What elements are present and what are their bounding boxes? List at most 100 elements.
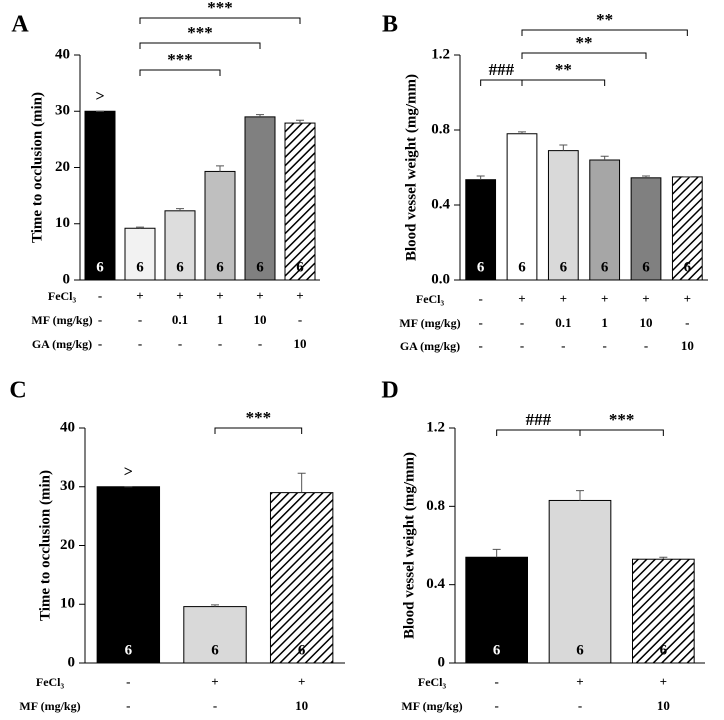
row-label: MF (mg/kg) <box>31 313 92 327</box>
row-value: - <box>685 315 689 330</box>
row-value: - <box>98 336 102 351</box>
y-tick-label: 30 <box>55 103 70 119</box>
row-value: + <box>216 288 223 303</box>
row-value: + <box>560 291 567 306</box>
significance-bracket <box>521 29 688 36</box>
n-label: 6 <box>560 259 568 275</box>
error-bar <box>176 208 184 211</box>
row-value: - <box>578 698 582 713</box>
bar <box>589 159 621 281</box>
y-tick-label: 0.4 <box>426 576 445 592</box>
error-bar <box>492 548 501 558</box>
bar <box>183 606 247 664</box>
row-label: MF (mg/kg) <box>401 699 462 713</box>
row-value: + <box>256 288 263 303</box>
bar <box>284 122 316 281</box>
row-label: MF (mg/kg) <box>19 699 80 713</box>
error-bar <box>297 472 306 493</box>
error-bar <box>600 155 609 160</box>
bar <box>244 116 276 281</box>
row-value: - <box>520 338 524 353</box>
error-bar <box>559 144 568 151</box>
significance-bracket <box>579 429 664 436</box>
error-bar <box>296 119 304 124</box>
significance-bracket <box>521 79 606 86</box>
row-value: - <box>138 336 142 351</box>
panel-letter: D <box>381 378 398 404</box>
panel-letter: B <box>382 12 398 38</box>
n-label: 6 <box>601 259 609 275</box>
bar <box>506 133 538 281</box>
bar <box>465 179 497 281</box>
row-value: + <box>660 674 667 689</box>
row-label: MF (mg/kg) <box>399 316 460 330</box>
row-value: 10 <box>640 315 653 330</box>
bar <box>96 486 161 664</box>
n-label: 6 <box>125 642 133 658</box>
bar <box>84 110 116 281</box>
panel-letter: A <box>11 12 29 38</box>
row-label: FeCl₃ <box>416 292 445 306</box>
significance-label: *** <box>246 408 272 427</box>
y-tick-label: 20 <box>55 159 70 175</box>
y-tick-label: 1.2 <box>426 419 445 435</box>
annotation: > <box>95 88 104 105</box>
row-value: + <box>298 674 305 689</box>
significance-label: *** <box>167 50 193 69</box>
row-value: - <box>561 338 565 353</box>
row-value: + <box>136 288 143 303</box>
significance-label: ### <box>526 410 552 429</box>
error-bar <box>476 175 485 180</box>
y-tick-label: 0.8 <box>431 121 450 137</box>
n-label: 6 <box>256 259 264 275</box>
row-value: - <box>494 674 498 689</box>
bar <box>632 558 695 664</box>
significance-bracket <box>214 427 303 434</box>
row-value: + <box>601 291 608 306</box>
row-label: GA (mg/kg) <box>400 339 460 353</box>
row-value: + <box>684 291 691 306</box>
row-value: 10 <box>295 698 308 713</box>
bar <box>204 170 236 281</box>
significance-label: *** <box>609 410 635 429</box>
y-tick-label: 30 <box>60 478 75 494</box>
error-bar <box>518 131 526 134</box>
row-value: 10 <box>681 338 694 353</box>
significance-label: ** <box>596 10 613 29</box>
y-axis-label: Blood vessel weight (mg/mm) <box>401 452 417 639</box>
significance-label: ### <box>489 60 515 79</box>
n-label: 6 <box>96 259 104 275</box>
significance-bracket <box>139 69 221 76</box>
n-label: 6 <box>660 642 668 658</box>
row-value: - <box>98 288 102 303</box>
n-label: 6 <box>493 642 501 658</box>
bar <box>548 499 612 664</box>
y-axis-label: Time to occlusion (min) <box>29 92 45 243</box>
bar <box>269 492 334 664</box>
n-label: 6 <box>176 259 184 275</box>
y-tick-label: 0.4 <box>431 196 450 212</box>
n-label: 6 <box>136 259 144 275</box>
error-bar <box>216 165 224 172</box>
error-bar <box>211 604 219 607</box>
significance-label: ** <box>555 60 572 79</box>
row-value: - <box>213 698 217 713</box>
significance-bracket <box>139 42 261 49</box>
significance-bracket <box>521 52 647 59</box>
error-bar <box>256 114 264 117</box>
y-tick-label: 10 <box>60 596 75 612</box>
row-value: - <box>520 315 524 330</box>
row-value: - <box>494 698 498 713</box>
bar <box>465 556 529 664</box>
row-value: 10 <box>657 698 670 713</box>
n-label: 6 <box>298 642 306 658</box>
n-label: 6 <box>576 642 584 658</box>
significance-label: *** <box>187 23 213 42</box>
row-value: - <box>478 338 482 353</box>
row-value: - <box>258 336 262 351</box>
row-value: - <box>138 312 142 327</box>
row-value: - <box>126 698 130 713</box>
n-label: 6 <box>296 259 304 275</box>
error-bar <box>136 226 144 229</box>
row-value: - <box>126 674 130 689</box>
